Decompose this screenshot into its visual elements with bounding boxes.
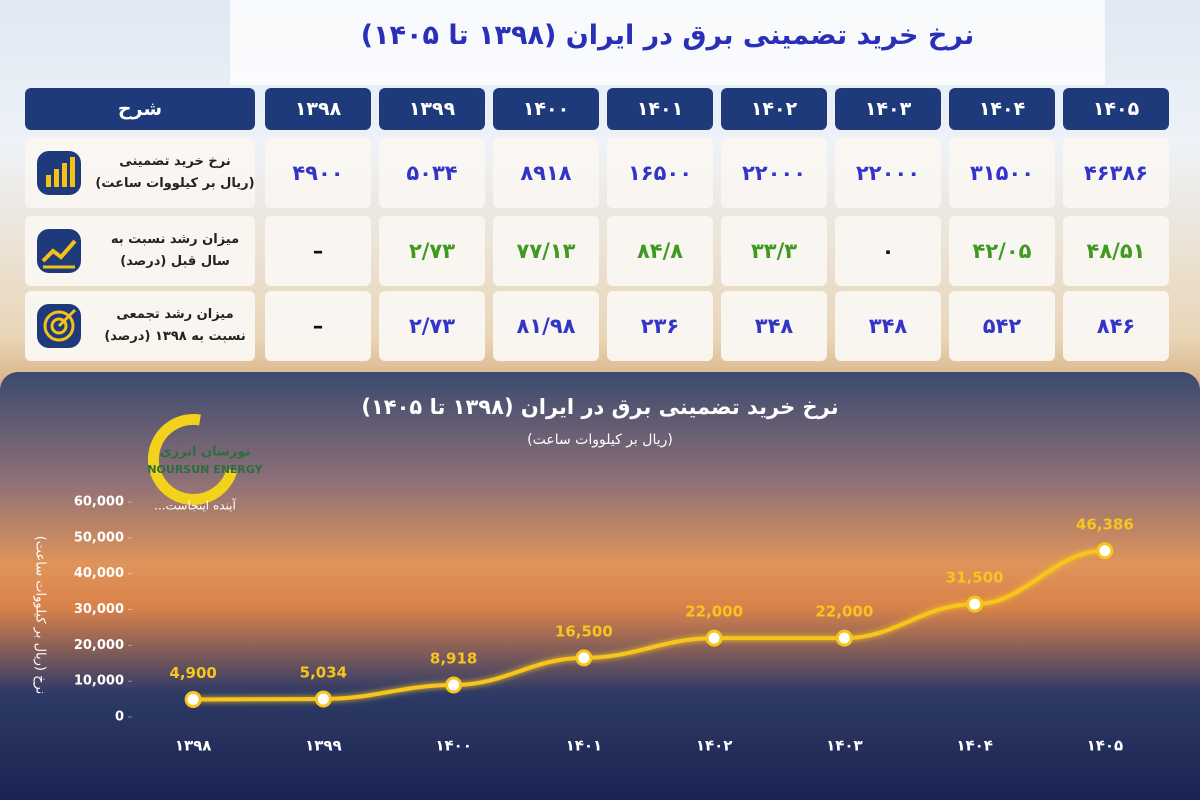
row-description: میزان رشد نسبت به سال قبل (درصد)	[25, 216, 255, 286]
column-header: ۱۴۰۰	[493, 88, 599, 130]
table-cell: ۲۲۰۰۰	[721, 138, 827, 208]
x-tick-label: ۱۴۰۲	[696, 737, 733, 755]
column-header: ۱۳۹۸	[265, 88, 371, 130]
table-cell: ۳۴۸	[835, 291, 941, 361]
logo-mark	[147, 413, 238, 505]
data-point	[966, 595, 984, 613]
row-label: نسبت به ۱۳۹۸ (درصد)	[104, 329, 246, 344]
table-cell: ۸۹۱۸	[493, 138, 599, 208]
y-tick-label: 30,000	[74, 602, 124, 617]
x-tick-label: ۱۳۹۸	[175, 737, 212, 755]
table-cell: ۴۹۰۰	[265, 138, 371, 208]
data-point	[184, 690, 202, 708]
y-axis-label: نرخ (ریال بر کیلووات ساعت)	[33, 536, 48, 695]
x-tick-label: ۱۴۰۱	[566, 737, 603, 755]
row-icon	[37, 151, 81, 195]
data-label: 22,000	[815, 603, 873, 621]
chart-panel	[0, 372, 1200, 800]
y-tick-label: 10,000	[74, 674, 124, 689]
table-cell: ۳۴۸	[721, 291, 827, 361]
row-label: میزان رشد تجمعی	[116, 307, 234, 322]
chart-title: نرخ خرید تضمینی برق در ایران (۱۳۹۸ تا ۱۴…	[361, 395, 838, 419]
table-cell: ۴۲/۰۵	[949, 216, 1055, 286]
table-cell: ۰	[835, 216, 941, 286]
row-label: نرخ خرید تضمینی	[119, 154, 231, 169]
data-label: 8,918	[430, 650, 477, 668]
table-cell: ۲/۷۳	[379, 216, 485, 286]
column-header: شرح	[25, 88, 255, 130]
brand-latin: NOURSUN ENERGY	[147, 463, 263, 476]
table-cell: –	[265, 291, 371, 361]
table-cell: ۲۳۶	[607, 291, 713, 361]
data-point	[314, 690, 332, 708]
y-tick-label: 0	[115, 710, 124, 725]
data-point	[835, 629, 853, 647]
table-cell: ۴۶۳۸۶	[1063, 138, 1169, 208]
brand-slogan: آینده اینجاست...	[154, 498, 236, 513]
data-label: 31,500	[946, 569, 1004, 587]
y-tick-label: 40,000	[74, 566, 124, 581]
table-cell: ۲/۷۳	[379, 291, 485, 361]
column-header: ۱۴۰۵	[1063, 88, 1169, 130]
table-cell: ۸۴/۸	[607, 216, 713, 286]
table-cell: ۳۱۵۰۰	[949, 138, 1055, 208]
row-label: میزان رشد نسبت به	[110, 232, 240, 247]
x-tick-label: ۱۴۰۴	[956, 737, 993, 755]
x-tick-label: ۱۴۰۵	[1087, 737, 1124, 755]
column-header: ۱۴۰۴	[949, 88, 1055, 130]
brand-name: نورسان انرژی	[160, 445, 251, 460]
column-header: ۱۴۰۳	[835, 88, 941, 130]
data-label: 4,900	[169, 664, 216, 682]
data-point	[1096, 542, 1114, 560]
x-tick-label: ۱۴۰۳	[826, 737, 863, 755]
table-cell: ۸۴۶	[1063, 291, 1169, 361]
table-cell: ۲۲۰۰۰	[835, 138, 941, 208]
row-label: سال قبل (درصد)	[120, 254, 230, 269]
table-cell: ۵۴۲	[949, 291, 1055, 361]
title-panel	[230, 0, 1105, 85]
data-point	[705, 629, 723, 647]
data-label: 16,500	[555, 622, 613, 640]
table-cell: ۴۸/۵۱	[1063, 216, 1169, 286]
y-tick-label: 50,000	[74, 530, 124, 545]
data-label: 46,386	[1076, 515, 1134, 533]
row-icon	[37, 229, 81, 273]
column-header: ۱۳۹۹	[379, 88, 485, 130]
column-header: ۱۴۰۲	[721, 88, 827, 130]
data-point	[445, 676, 463, 694]
table-cell: ۸۱/۹۸	[493, 291, 599, 361]
row-label: (ریال بر کیلووات ساعت)	[95, 176, 255, 191]
column-header: ۱۴۰۱	[607, 88, 713, 130]
table-cell: ۱۶۵۰۰	[607, 138, 713, 208]
page-title: نرخ خرید تضمینی برق در ایران (۱۳۹۸ تا ۱۴…	[360, 20, 975, 51]
table-cell: ۷۷/۱۳	[493, 216, 599, 286]
table-cell: ۵۰۳۴	[379, 138, 485, 208]
x-tick-label: ۱۳۹۹	[305, 737, 342, 755]
data-label: 5,034	[300, 663, 347, 681]
chart-subtitle: (ریال بر کیلووات ساعت)	[527, 432, 673, 448]
table-cell: ۳۳/۳	[721, 216, 827, 286]
data-label: 22,000	[685, 603, 743, 621]
logo: نورسان انرژی NOURSUN ENERGY آینده اینجاس…	[147, 413, 264, 513]
y-tick-label: 60,000	[74, 495, 124, 510]
y-tick-label: 20,000	[74, 638, 124, 653]
data-point	[575, 649, 593, 667]
row-icon	[37, 304, 81, 348]
x-tick-label: ۱۴۰۰	[435, 737, 472, 755]
table-cell: –	[265, 216, 371, 286]
